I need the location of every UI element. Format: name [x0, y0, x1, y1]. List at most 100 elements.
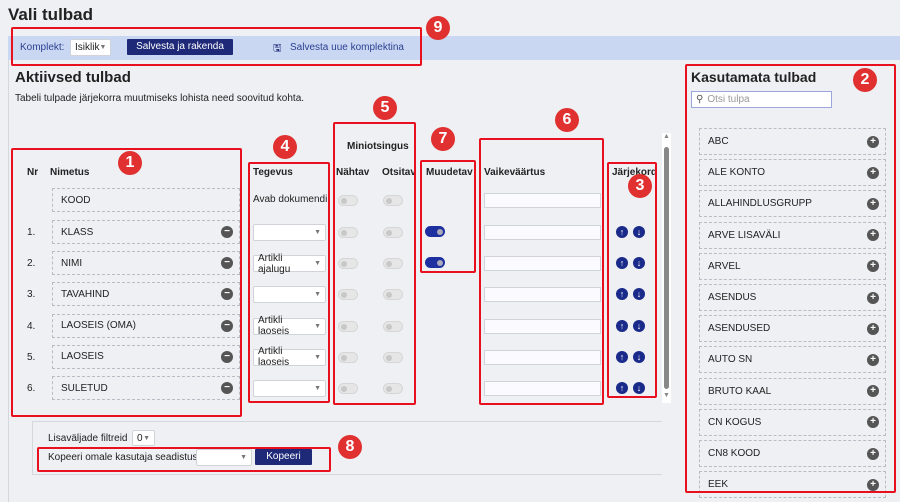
unused-column-item[interactable]: ALE KONTO +: [699, 159, 886, 187]
unused-column-item[interactable]: EEK +: [699, 471, 886, 499]
scrollbar[interactable]: ▲ ▼: [662, 133, 671, 403]
unused-column-item[interactable]: BRUTO KAAL +: [699, 377, 886, 405]
default-value-input[interactable]: [484, 349, 601, 365]
searchable-toggle[interactable]: [383, 351, 403, 363]
default-value-input[interactable]: [484, 287, 601, 303]
move-up-icon[interactable]: ↑: [616, 350, 628, 363]
table-row[interactable]: TAVAHIND −: [52, 282, 240, 307]
scrollbar-thumb[interactable]: [664, 147, 669, 389]
default-value-input[interactable]: [484, 318, 601, 334]
column-name: TAVAHIND: [61, 288, 110, 300]
remove-icon[interactable]: −: [221, 319, 233, 332]
add-icon[interactable]: +: [867, 447, 879, 460]
remove-icon[interactable]: −: [221, 226, 233, 238]
searchable-toggle[interactable]: [383, 320, 403, 332]
table-row[interactable]: KLASS −: [52, 220, 240, 244]
default-value-input[interactable]: [484, 256, 601, 272]
table-row[interactable]: LAOSEIS (OMA) −: [52, 313, 240, 338]
unused-column-item[interactable]: ASENDUS +: [699, 284, 886, 311]
add-icon[interactable]: +: [867, 260, 879, 273]
scroll-down-icon[interactable]: ▼: [663, 392, 670, 399]
add-icon[interactable]: +: [867, 478, 879, 491]
searchable-toggle[interactable]: [383, 258, 403, 270]
remove-icon[interactable]: −: [221, 288, 233, 301]
visible-toggle[interactable]: [338, 289, 358, 301]
annotation-badge: 7: [431, 127, 455, 151]
default-value-input[interactable]: [484, 381, 601, 396]
column-name: EEK: [708, 479, 729, 491]
add-icon[interactable]: +: [867, 166, 879, 179]
save-new-link[interactable]: Salvesta uue komplektina: [290, 42, 404, 53]
table-row[interactable]: LAOSEIS −: [52, 344, 240, 369]
editable-toggle[interactable]: [425, 257, 445, 269]
visible-toggle[interactable]: [338, 227, 358, 238]
unused-column-item[interactable]: CN KOGUS +: [699, 408, 886, 436]
move-down-icon[interactable]: ↓: [633, 257, 645, 270]
move-up-icon[interactable]: ↑: [616, 319, 628, 332]
copy-user-select[interactable]: ▼: [196, 449, 252, 466]
move-down-icon[interactable]: ↓: [633, 319, 645, 332]
action-select[interactable]: ▼: [253, 224, 326, 241]
move-up-icon[interactable]: ↑: [616, 288, 628, 301]
table-row[interactable]: SULETUD −: [52, 376, 240, 400]
unused-column-item[interactable]: ABC +: [699, 128, 886, 155]
annotation-badge: 6: [555, 108, 579, 132]
filters-select[interactable]: 0 ▼: [132, 430, 155, 446]
add-icon[interactable]: +: [867, 353, 879, 366]
action-select[interactable]: ▼: [253, 286, 326, 304]
column-name: BRUTO KAAL: [708, 385, 772, 397]
add-icon[interactable]: +: [867, 197, 879, 210]
searchable-toggle[interactable]: [383, 289, 403, 301]
unused-column-item[interactable]: AUTO SN +: [699, 346, 886, 374]
action-select[interactable]: Artikli laoseis ▼: [253, 346, 326, 369]
add-icon[interactable]: +: [867, 416, 879, 429]
visible-toggle[interactable]: [338, 351, 358, 363]
column-name: ASENDUS: [708, 292, 757, 303]
visible-toggle[interactable]: [338, 258, 358, 270]
bottom-panel: [32, 421, 662, 475]
save-apply-button[interactable]: Salvesta ja rakenda: [127, 39, 233, 55]
annotation-badge: 8: [338, 435, 362, 459]
action-select[interactable]: Artikli ajalugu ▼: [253, 253, 326, 275]
searchable-toggle[interactable]: [383, 383, 403, 394]
default-value-input[interactable]: [484, 193, 601, 208]
searchable-toggle[interactable]: [383, 227, 403, 238]
move-up-icon[interactable]: ↑: [616, 226, 628, 238]
unused-column-item[interactable]: CN8 KOOD +: [699, 440, 886, 467]
editable-toggle[interactable]: [425, 226, 445, 237]
unused-column-item[interactable]: ALLAHINDLUSGRUPP +: [699, 190, 886, 218]
remove-icon[interactable]: −: [221, 382, 233, 394]
unused-column-item[interactable]: ARVE LISAVÄLI +: [699, 221, 886, 249]
add-icon[interactable]: +: [867, 135, 879, 148]
search-input[interactable]: ⚲ Otsi tulpa: [691, 91, 832, 108]
komplekt-select[interactable]: Isiklik ▼: [70, 39, 111, 56]
remove-icon[interactable]: −: [221, 257, 233, 270]
add-icon[interactable]: +: [867, 385, 879, 398]
add-icon[interactable]: +: [867, 229, 879, 242]
unused-column-item[interactable]: ARVEL +: [699, 252, 886, 280]
default-value-input[interactable]: [484, 225, 601, 240]
action-select[interactable]: Artikli laoseis ▼: [253, 315, 326, 337]
move-up-icon[interactable]: ↑: [616, 382, 628, 394]
move-down-icon[interactable]: ↓: [633, 226, 645, 238]
move-down-icon[interactable]: ↓: [633, 382, 645, 394]
unused-column-item[interactable]: ASENDUSED +: [699, 315, 886, 343]
move-up-icon[interactable]: ↑: [616, 257, 628, 270]
action-select[interactable]: ▼: [253, 380, 326, 397]
active-hint: Tabeli tulpade järjekorra muutmiseks loh…: [15, 93, 305, 104]
visible-toggle[interactable]: [338, 320, 358, 332]
visible-toggle[interactable]: [338, 383, 358, 394]
action-value: Artikli laoseis: [258, 346, 290, 369]
move-down-icon[interactable]: ↓: [633, 350, 645, 363]
column-name: CN KOGUS: [708, 416, 762, 428]
add-icon[interactable]: +: [867, 291, 879, 304]
scroll-up-icon[interactable]: ▲: [663, 133, 670, 140]
move-down-icon[interactable]: ↓: [633, 288, 645, 301]
add-icon[interactable]: +: [867, 322, 879, 335]
column-name: KLASS: [61, 226, 94, 238]
copy-button[interactable]: Kopeeri: [255, 449, 312, 465]
annotation-box-9: [11, 27, 422, 66]
header-searchable: Otsitav: [382, 167, 416, 178]
table-row[interactable]: NIMI −: [52, 251, 240, 276]
remove-icon[interactable]: −: [221, 350, 233, 363]
